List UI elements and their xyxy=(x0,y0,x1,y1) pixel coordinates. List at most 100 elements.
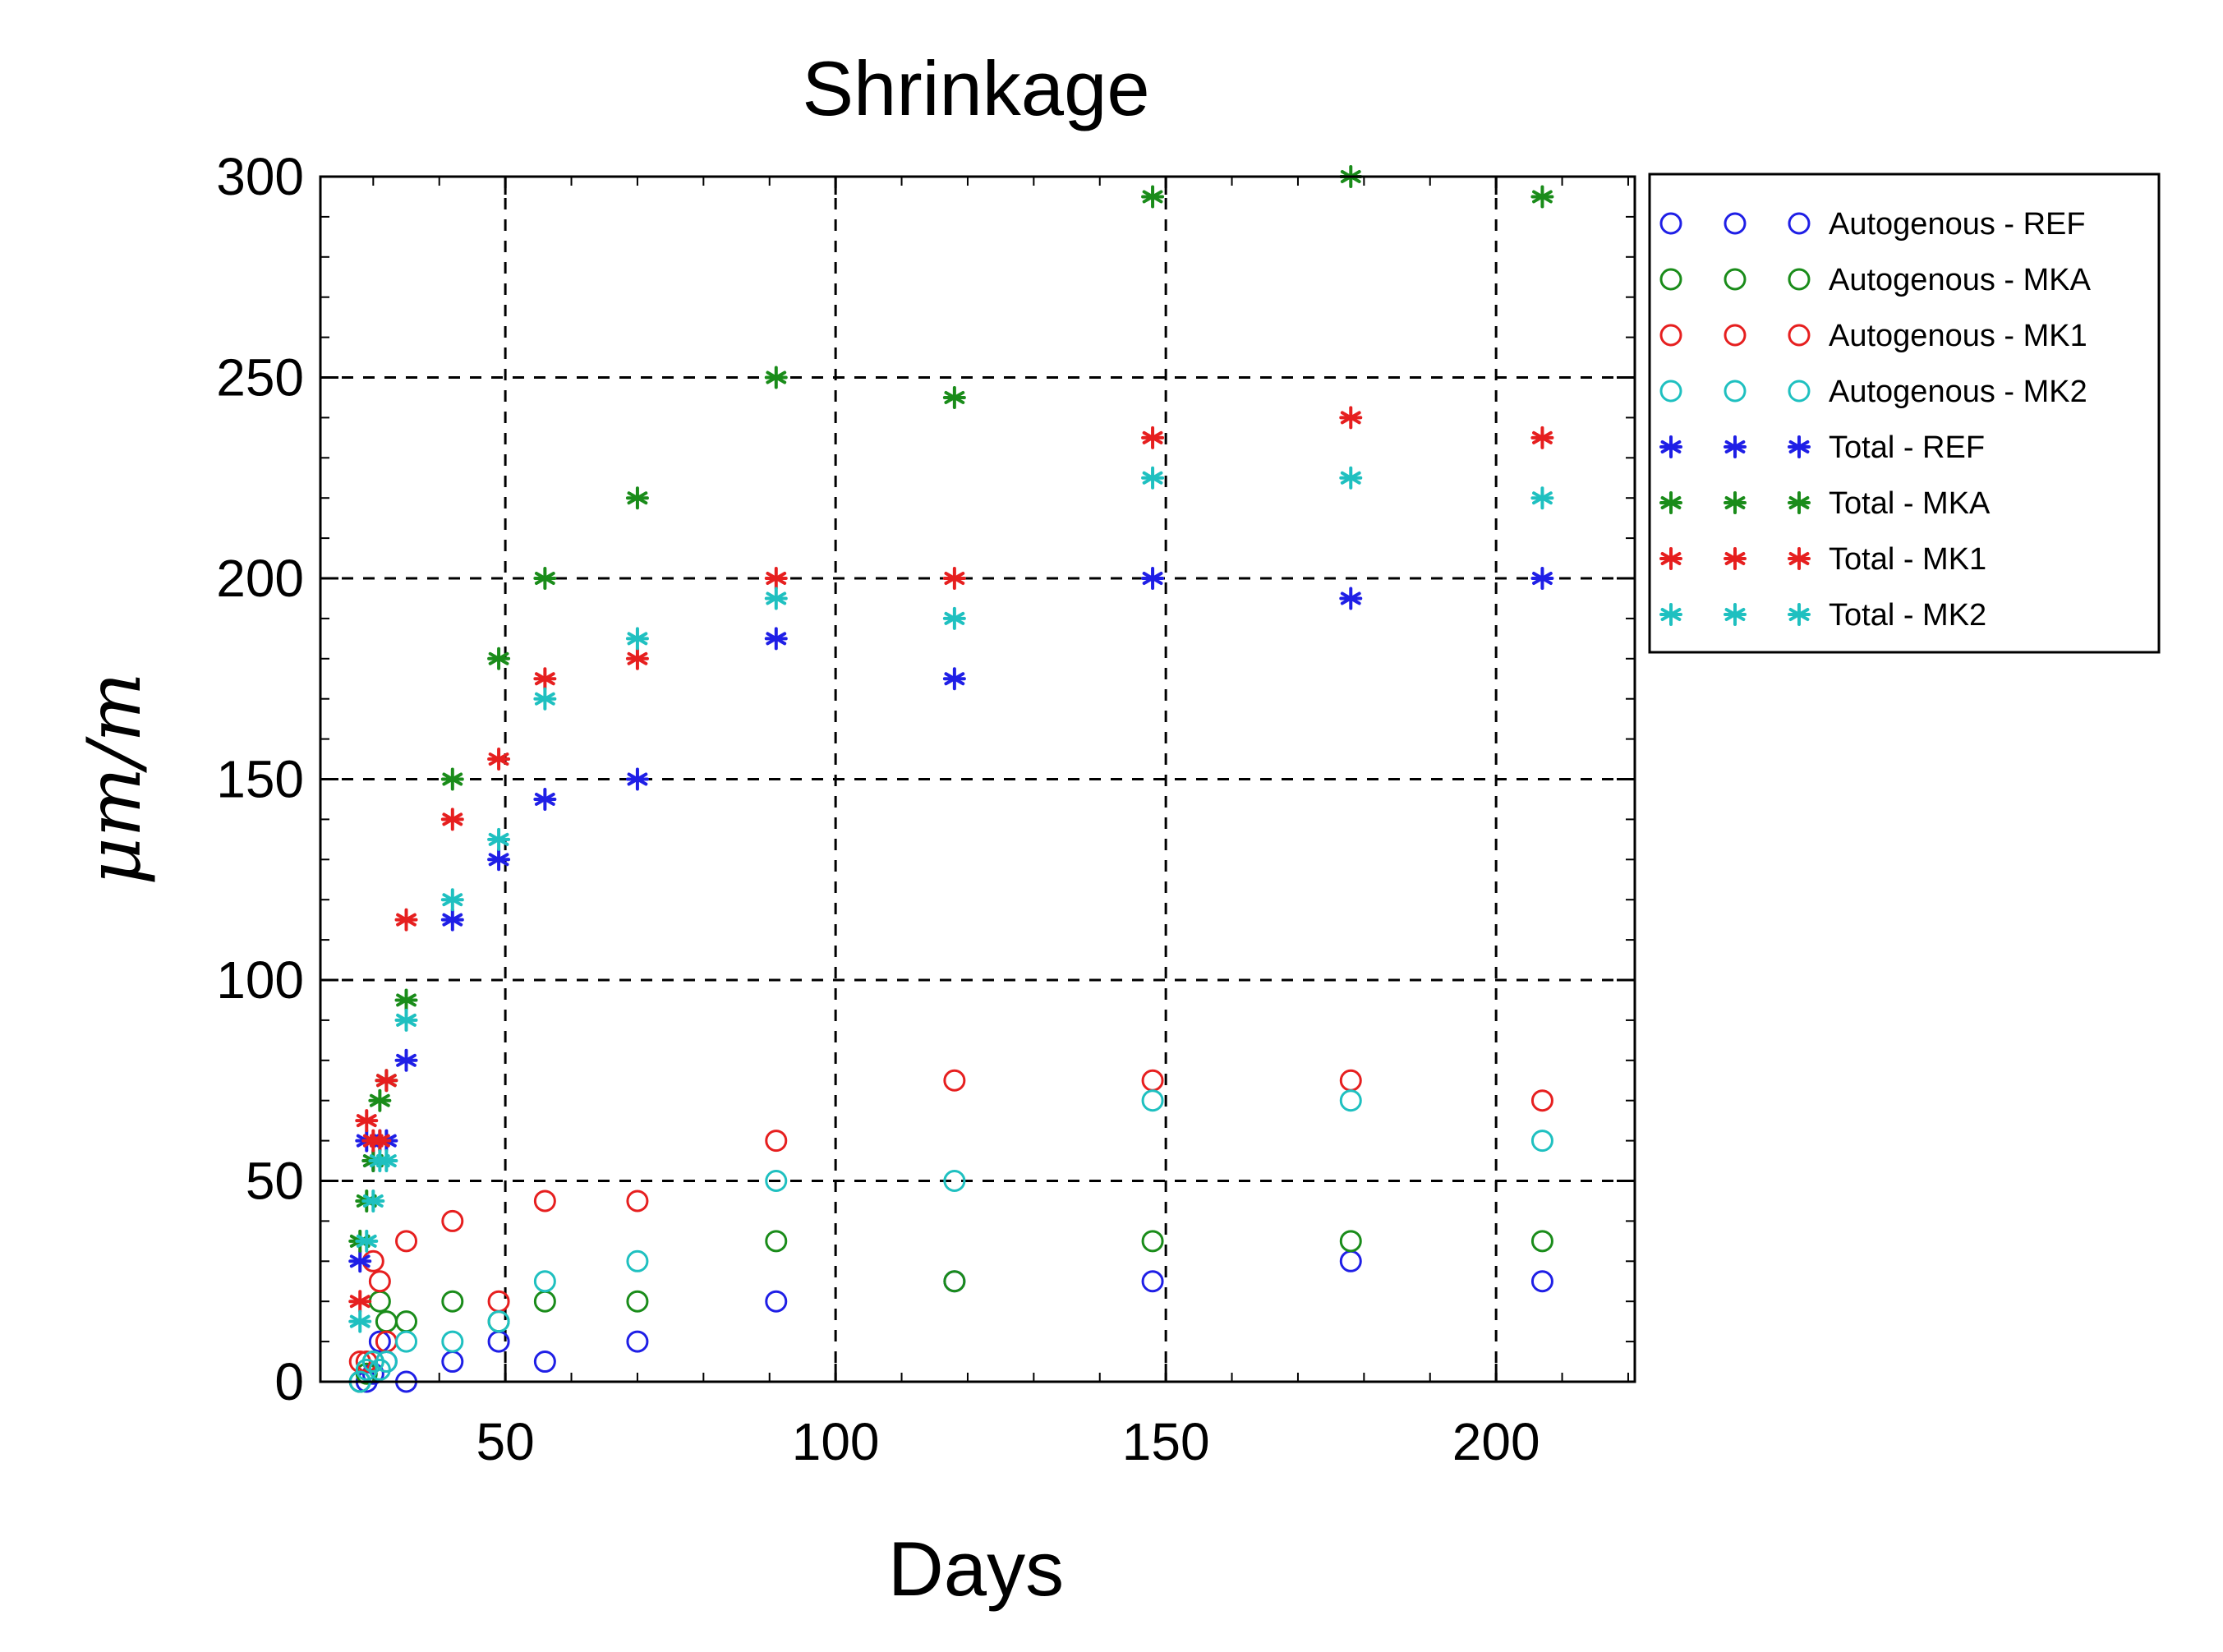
data-point xyxy=(1530,567,1554,590)
data-point xyxy=(487,848,511,872)
legend-marker xyxy=(1724,547,1747,570)
data-point xyxy=(942,606,966,630)
legend-marker xyxy=(1659,603,1682,626)
legend-marker xyxy=(1724,212,1747,235)
data-point xyxy=(533,687,557,711)
legend-entry: Autogenous - REF xyxy=(1659,207,2086,242)
legend-marker xyxy=(1659,212,1682,235)
data-point xyxy=(1141,1089,1164,1112)
data-point xyxy=(533,1270,556,1293)
x-tick-label: 200 xyxy=(1452,1412,1540,1471)
series-4 xyxy=(348,567,1554,1273)
data-point xyxy=(441,1330,464,1353)
data-point xyxy=(1530,1089,1553,1112)
y-tick-label: 250 xyxy=(216,348,304,407)
data-point xyxy=(1339,466,1363,490)
y-tick-label: 200 xyxy=(216,549,304,608)
legend: Autogenous - REF Autogenous - MKA Autogeno… xyxy=(1648,173,2161,654)
legend-marker xyxy=(1659,324,1682,347)
data-point xyxy=(395,1230,418,1253)
legend-label: Autogenous - MK1 xyxy=(1829,319,2087,353)
data-point xyxy=(487,748,511,771)
data-point xyxy=(348,1309,372,1333)
legend-marker xyxy=(1788,268,1811,291)
data-point xyxy=(626,1249,649,1272)
legend-label: Total - MK2 xyxy=(1829,598,1986,633)
data-point xyxy=(1141,567,1165,590)
series-7 xyxy=(348,466,1554,1333)
legend-marker xyxy=(1788,435,1811,458)
data-point xyxy=(626,1330,649,1353)
legend-marker xyxy=(1724,603,1747,626)
data-point xyxy=(1530,1270,1553,1293)
data-point xyxy=(368,1088,392,1112)
legend-entry: Autogenous - MK2 xyxy=(1659,375,2087,409)
data-point xyxy=(764,587,788,610)
series-6 xyxy=(348,406,1554,1314)
data-point xyxy=(368,1129,392,1153)
data-point xyxy=(355,1109,379,1133)
y-tick-label: 300 xyxy=(216,147,304,206)
data-point xyxy=(943,1170,966,1192)
x-tick-label: 50 xyxy=(476,1412,535,1471)
data-point xyxy=(943,1069,966,1092)
data-point xyxy=(942,667,966,691)
legend-marker xyxy=(1788,380,1811,403)
data-point xyxy=(441,1209,464,1232)
data-point xyxy=(348,1290,372,1314)
data-point xyxy=(375,1069,398,1093)
data-point xyxy=(394,908,418,932)
data-point xyxy=(1141,1230,1164,1253)
data-point xyxy=(1530,1230,1553,1253)
legend-entry: Total - REF xyxy=(1659,430,1985,465)
data-markers xyxy=(348,165,1554,1393)
legend-label: Autogenous - REF xyxy=(1829,207,2086,242)
data-point xyxy=(394,1048,418,1072)
legend-marker xyxy=(1724,380,1747,403)
data-point xyxy=(765,1290,788,1313)
data-point xyxy=(1339,587,1363,610)
legend-marker xyxy=(1724,491,1747,514)
data-point xyxy=(487,647,511,670)
data-point xyxy=(1530,426,1554,449)
legend-marker xyxy=(1724,324,1747,347)
legend-marker xyxy=(1788,324,1811,347)
legend-entry: Autogenous - MK1 xyxy=(1659,319,2087,353)
y-tick-label: 150 xyxy=(216,750,304,809)
data-point xyxy=(764,627,788,651)
data-point xyxy=(394,988,418,1012)
data-point xyxy=(1530,1130,1553,1153)
legend-marker xyxy=(1724,268,1747,291)
chart-title: Shrinkage xyxy=(802,45,1149,131)
data-point xyxy=(1141,466,1165,490)
data-point xyxy=(368,1270,391,1293)
legend-marker xyxy=(1659,491,1682,514)
legend-label: Total - MK1 xyxy=(1829,542,1986,577)
legend-marker xyxy=(1788,547,1811,570)
legend-label: Total - MKA xyxy=(1829,486,1991,521)
data-point xyxy=(626,1290,649,1313)
legend-entry: Total - MK1 xyxy=(1659,542,1986,577)
legend-box xyxy=(1648,173,2161,654)
data-point xyxy=(765,1130,788,1153)
data-point xyxy=(361,1189,385,1213)
legend-marker xyxy=(1788,491,1811,514)
data-point xyxy=(533,1190,556,1213)
legend-marker xyxy=(1788,603,1811,626)
data-point xyxy=(625,647,649,670)
data-point xyxy=(487,1310,510,1333)
data-point xyxy=(625,767,649,791)
data-point xyxy=(394,1008,418,1032)
legend-marker xyxy=(1659,268,1682,291)
data-point xyxy=(1530,486,1554,510)
data-point xyxy=(764,366,788,389)
data-point xyxy=(626,1190,649,1213)
legend-marker xyxy=(1724,435,1747,458)
data-point xyxy=(765,1170,788,1192)
axis-ticks: 50 100 150 200 0 50 100 150 200 250 300 xyxy=(216,147,1635,1471)
legend-label: Total - REF xyxy=(1829,430,1985,465)
data-point xyxy=(395,1330,418,1353)
plot-frame xyxy=(319,175,1636,1383)
data-point xyxy=(368,1330,391,1353)
y-tick-label: 50 xyxy=(246,1152,304,1211)
